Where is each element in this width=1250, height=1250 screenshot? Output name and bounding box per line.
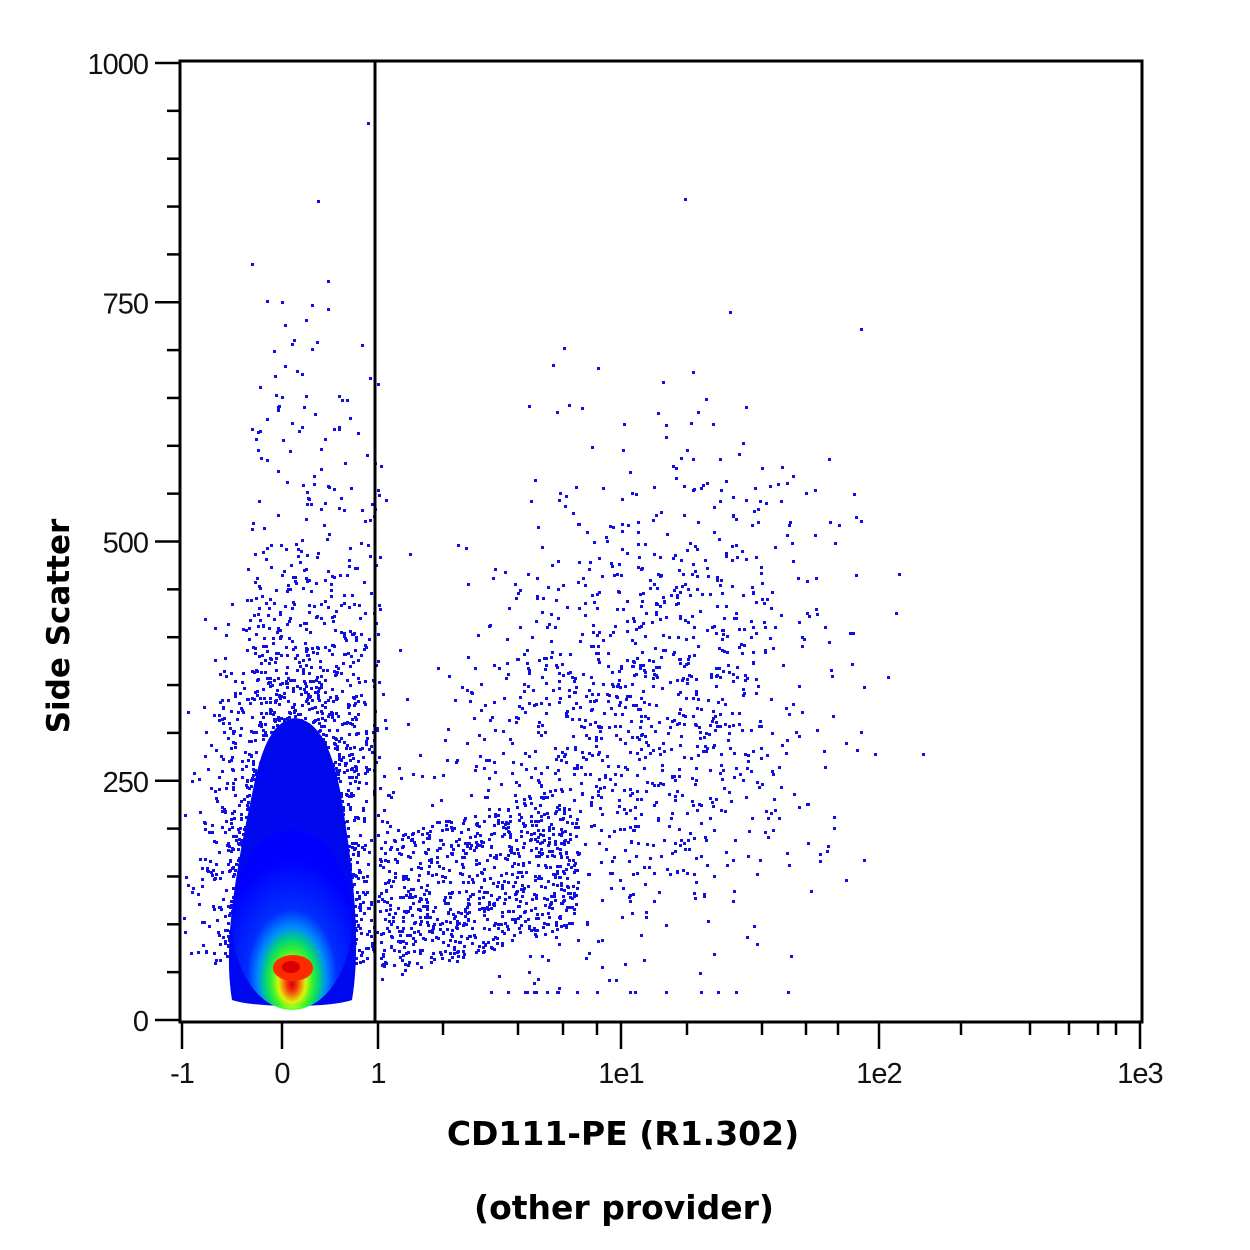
y-tick-label: 250 [103, 767, 148, 799]
x-axis-subtitle: (other provider) [474, 1188, 774, 1227]
x-tick-label: 1 [370, 1058, 385, 1090]
y-tick-label: 750 [103, 288, 148, 320]
x-axis-title: CD111-PE (R1.302) [447, 1114, 799, 1153]
event-dots [183, 122, 925, 994]
dense-population-core [232, 830, 352, 1010]
y-axis: 0 250 500 750 1000 [87, 49, 180, 1038]
x-tick-label: 1e3 [1117, 1058, 1162, 1090]
x-tick-label: 0 [274, 1058, 289, 1090]
y-tick-label: 1000 [87, 49, 148, 81]
sparse-events [183, 122, 925, 994]
x-tick-label: 1e1 [598, 1058, 643, 1090]
y-axis-title: Side Scatter [41, 518, 77, 733]
x-axis: -1 0 1 1e1 1e2 1e3 [170, 1022, 1164, 1090]
x-tick-label: -1 [170, 1058, 194, 1090]
y-tick-label: 0 [133, 1006, 148, 1038]
density-peak-center [282, 961, 300, 973]
x-tick-label: 1e2 [856, 1058, 901, 1090]
y-tick-label: 500 [103, 528, 148, 560]
density-core [228, 718, 357, 1010]
